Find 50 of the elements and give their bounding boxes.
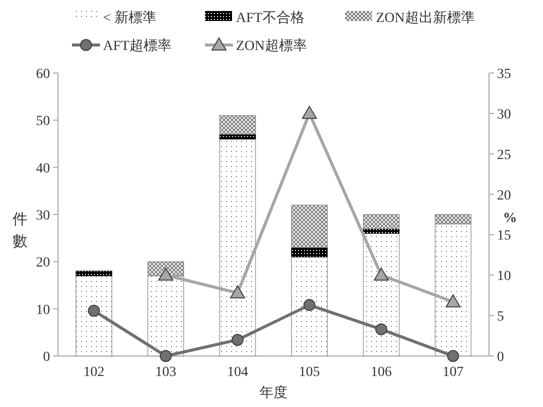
x-tick-label: 106 xyxy=(370,365,392,380)
bar xyxy=(291,204,328,248)
bar xyxy=(291,247,328,258)
y2-tick-label: 25 xyxy=(497,148,511,163)
y2-tick-label: 30 xyxy=(497,107,511,122)
point xyxy=(232,334,244,346)
point xyxy=(88,304,100,317)
y2-tick-label: 35 xyxy=(497,67,511,82)
y-tick-label: 30 xyxy=(36,208,50,224)
y2-tick-label: 10 xyxy=(497,269,511,284)
point xyxy=(158,268,174,281)
point xyxy=(302,106,317,119)
bar xyxy=(76,276,112,356)
y-tick-label: 20 xyxy=(36,256,50,271)
point xyxy=(160,350,172,362)
x-tick-label: 105 xyxy=(298,365,320,380)
legend-label: ZON超標率 xyxy=(236,38,307,54)
bar xyxy=(362,214,400,229)
bar xyxy=(219,138,256,356)
bar xyxy=(362,233,400,356)
point xyxy=(446,294,461,308)
x-tick-label: 104 xyxy=(227,365,248,380)
y2-tick-label: 5 xyxy=(497,310,504,325)
x-tick-label: 107 xyxy=(442,365,464,380)
y-tick-label: 10 xyxy=(36,302,50,318)
point xyxy=(303,299,316,312)
y2-axis-title: % xyxy=(503,211,517,226)
y-tick-label: 60 xyxy=(36,67,50,82)
bar xyxy=(291,256,328,356)
point xyxy=(230,285,246,298)
y2-tick-label: 20 xyxy=(497,188,511,204)
legend-label: < 新標準 xyxy=(103,10,156,26)
point xyxy=(374,268,389,281)
x-tick-label: 103 xyxy=(155,365,176,380)
y2-tick-label: 0 xyxy=(497,350,504,365)
x-axis-title: 年度 xyxy=(260,385,288,401)
point xyxy=(375,323,388,336)
bar xyxy=(219,134,256,140)
y-tick-label: 50 xyxy=(36,114,50,130)
legend-label: ZON超出新標準 xyxy=(376,10,475,26)
x-tick-label: 102 xyxy=(83,365,104,380)
bar xyxy=(76,270,112,276)
y-tick-label: 0 xyxy=(43,350,50,365)
y-axis-title: 件數 xyxy=(12,212,28,250)
y2-tick-label: 15 xyxy=(497,228,511,244)
legend-label: AFT不合格 xyxy=(236,10,304,26)
y-tick-label: 40 xyxy=(36,161,50,176)
bar xyxy=(219,115,256,135)
legend-label: AFT超標率 xyxy=(103,38,172,54)
point xyxy=(447,350,460,362)
